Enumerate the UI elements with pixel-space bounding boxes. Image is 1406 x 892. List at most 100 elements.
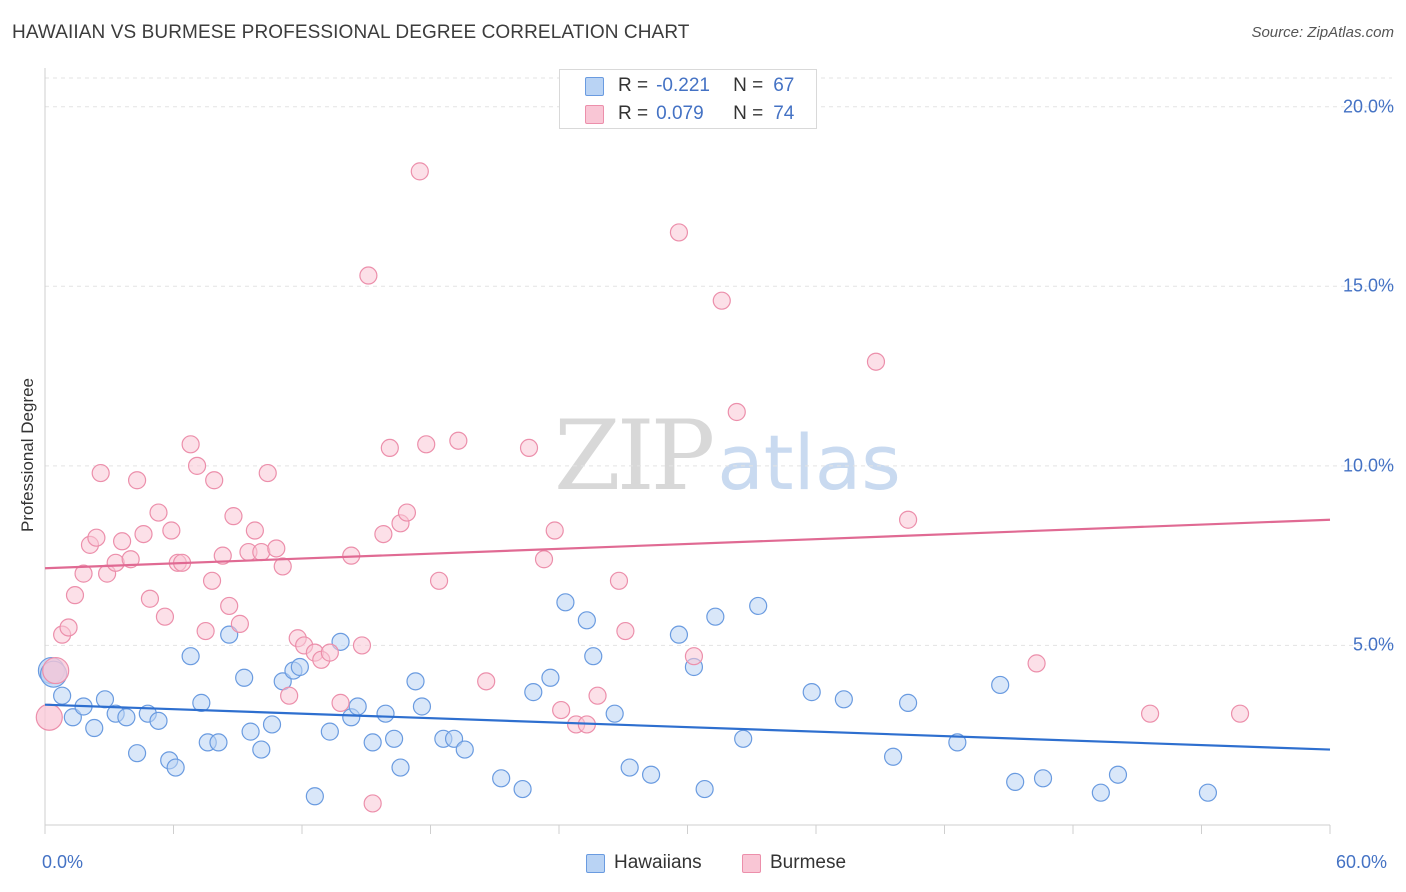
burmese-point: [65, 586, 85, 605]
y-tick-label: 20.0%: [1342, 96, 1394, 117]
hawaiians-point: [290, 657, 309, 677]
hawaiians-point: [834, 690, 853, 709]
hawaiians-point: [406, 672, 425, 691]
hawaiians-r-value: -0.221: [656, 75, 710, 96]
hawaiians-point: [166, 758, 185, 777]
hawaiians-point: [252, 740, 271, 759]
burmese-point: [205, 471, 224, 490]
series-burmese-points: [35, 162, 1250, 813]
burmese-point: [181, 435, 200, 454]
burmese-point: [213, 546, 232, 565]
hawaiians-point: [53, 686, 72, 705]
hawaiians-point: [1033, 769, 1053, 788]
burmese-point: [429, 571, 449, 590]
hawaiians-point: [262, 715, 282, 734]
legend-item-burmese: Burmese: [742, 852, 846, 874]
hawaiians-point: [181, 647, 200, 666]
hawaiians-point: [991, 675, 1010, 695]
hawaiians-point: [802, 683, 821, 702]
hawaiians-point: [127, 744, 147, 763]
hawaiians-point: [1108, 765, 1128, 784]
burmese-swatch: [585, 104, 604, 124]
burmese-point: [712, 291, 731, 310]
hawaiians-point: [384, 729, 404, 748]
stats-box: R = -0.221 N = 67 R = 0.079 N = 74: [559, 69, 817, 129]
burmese-r-value: 0.079: [656, 103, 704, 124]
burmese-point: [112, 532, 132, 551]
hawaiians-point: [734, 729, 753, 748]
burmese-point: [380, 438, 399, 458]
hawaiians-point: [241, 722, 260, 741]
source-label: Source: ZipAtlas.com: [1251, 24, 1394, 41]
burmese-point: [898, 510, 918, 529]
legend-burmese-label: Burmese: [770, 852, 847, 873]
burmese-point: [477, 672, 496, 691]
burmese-point: [534, 550, 554, 569]
axes: [44, 68, 1331, 834]
hawaiians-point: [331, 632, 350, 651]
hawaiians-trend-line: [44, 703, 1331, 751]
hawaiians-point: [444, 729, 464, 748]
burmese-point: [374, 525, 393, 544]
burmese-point: [258, 463, 277, 483]
burmese-point: [359, 266, 378, 285]
burmese-point: [202, 571, 222, 590]
burmese-point: [727, 402, 746, 422]
hawaiians-point: [85, 718, 104, 738]
burmese-point: [35, 703, 63, 731]
hawaiians-point: [883, 747, 903, 766]
trend-lines: [44, 518, 1331, 751]
legend-burmese-swatch: [742, 853, 761, 873]
hawaiians-point: [412, 697, 432, 716]
hawaiians-point: [1198, 783, 1218, 802]
burmese-point: [866, 352, 886, 371]
burmese-point: [1140, 704, 1160, 723]
burmese-point: [134, 525, 153, 544]
chart-title: HAWAIIAN VS BURMESE PROFESSIONAL DEGREE …: [12, 22, 690, 43]
burmese-point: [609, 571, 629, 590]
burmese-point: [245, 521, 264, 540]
burmese-point: [449, 431, 468, 450]
burmese-point: [121, 550, 140, 569]
hawaiians-point: [948, 733, 967, 752]
burmese-r-label: R =: [618, 103, 649, 124]
burmese-point: [616, 621, 635, 641]
hawaiians-point: [455, 740, 474, 759]
burmese-point: [397, 503, 417, 522]
hawaiians-n-label: N =: [733, 75, 764, 96]
hawaiians-point: [192, 693, 211, 712]
hawaiians-point: [541, 668, 560, 687]
burmese-point: [42, 656, 70, 685]
hawaiians-point: [706, 607, 725, 626]
burmese-point: [196, 621, 215, 641]
burmese-point: [1230, 704, 1250, 723]
hawaiians-point: [1006, 772, 1025, 792]
burmese-point: [684, 647, 704, 666]
legend-hawaiians-swatch: [586, 853, 605, 873]
stats-row-burmese: R = 0.079 N = 74: [560, 100, 794, 128]
hawaiians-point: [695, 779, 714, 799]
burmese-point: [220, 596, 239, 616]
hawaiians-point: [669, 625, 689, 644]
x-tick-label-min: 0.0%: [42, 852, 84, 872]
hawaiians-point: [149, 711, 168, 730]
burmese-point: [162, 521, 181, 540]
burmese-point: [252, 542, 271, 562]
burmese-point: [320, 643, 339, 662]
burmese-point: [1027, 654, 1046, 673]
hawaiians-point: [898, 693, 918, 712]
burmese-n-label: N =: [733, 103, 764, 124]
hawaiians-point: [305, 787, 324, 806]
hawaiians-point: [348, 697, 367, 716]
y-tick-label: 5.0%: [1352, 634, 1394, 655]
burmese-point: [669, 223, 689, 242]
x-tick-label-max: 60.0%: [1336, 852, 1388, 872]
burmese-point: [545, 521, 564, 540]
y-tick-label: 15.0%: [1342, 275, 1394, 296]
hawaiians-point: [363, 733, 382, 752]
burmese-point: [127, 471, 147, 490]
burmese-point: [273, 557, 292, 576]
hawaiians-point: [95, 690, 115, 709]
hawaiians-point: [641, 765, 661, 784]
